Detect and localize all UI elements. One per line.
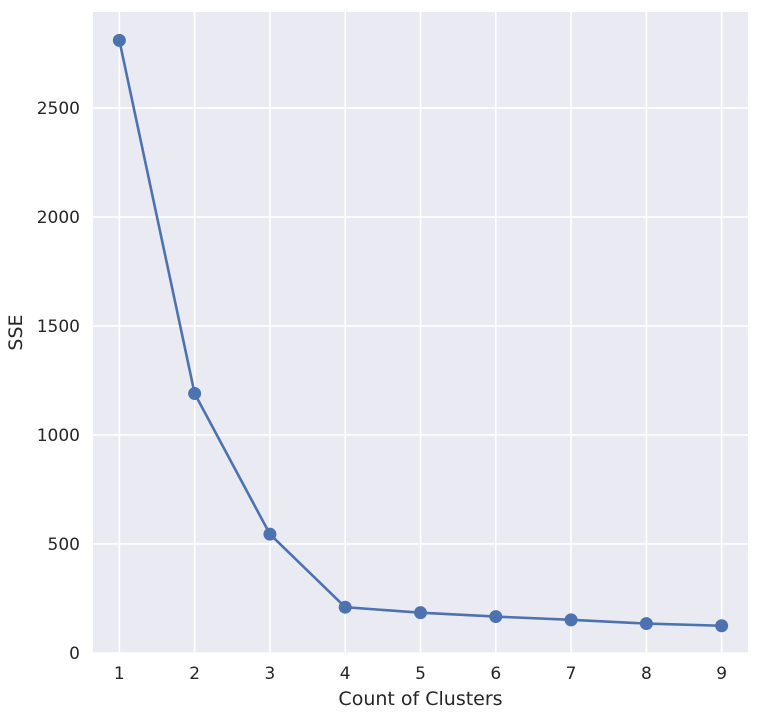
x-tick-label: 2 <box>189 664 200 684</box>
x-tick-label: 5 <box>415 664 426 684</box>
x-tick-label: 9 <box>716 664 727 684</box>
x-tick-label: 1 <box>114 664 125 684</box>
x-tick-label: 7 <box>566 664 577 684</box>
tick-labels: 1 2 3 4 5 6 7 8 9 0 500 1000 1500 2000 2500 <box>37 99 727 684</box>
data-point <box>715 619 729 633</box>
data-point <box>564 613 578 627</box>
data-point <box>188 387 202 401</box>
grid-lines <box>93 12 748 654</box>
y-axis-label: SSE <box>5 314 27 350</box>
data-point <box>489 610 503 624</box>
y-tick-label: 2500 <box>37 99 80 119</box>
y-tick-label: 2000 <box>37 208 80 228</box>
data-point <box>112 33 126 47</box>
y-tick-label: 500 <box>48 535 80 555</box>
series-layer <box>112 33 729 633</box>
x-axis-label: Count of Clusters <box>338 688 502 710</box>
x-tick-label: 3 <box>265 664 276 684</box>
x-tick-label: 8 <box>641 664 652 684</box>
data-point <box>263 527 277 541</box>
y-tick-label: 1000 <box>37 426 80 446</box>
y-tick-label: 1500 <box>37 317 80 337</box>
x-tick-label: 4 <box>340 664 351 684</box>
data-point <box>338 600 352 614</box>
data-point <box>414 606 427 620</box>
data-point <box>639 617 653 631</box>
x-tick-label: 6 <box>490 664 501 684</box>
y-tick-label: 0 <box>69 644 80 664</box>
